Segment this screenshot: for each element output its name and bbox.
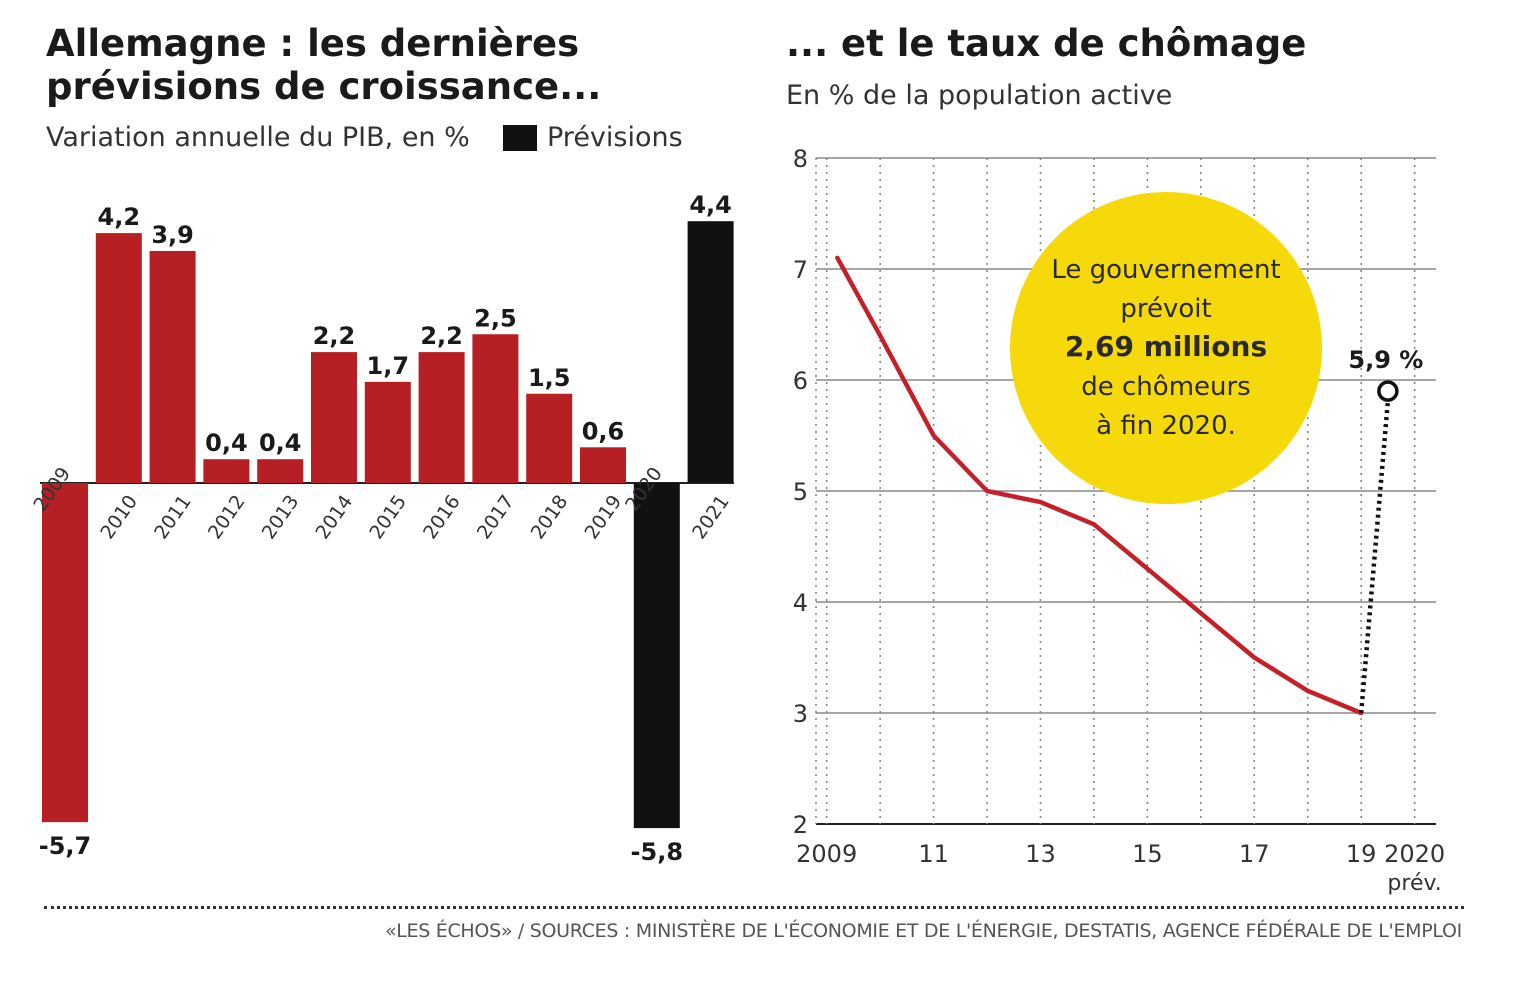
bar-tick-label-2016: 2016 xyxy=(419,491,465,543)
line-y-tick-label-8: 8 xyxy=(793,145,808,173)
right-chart-subtitle: En % de la population active xyxy=(786,80,1173,111)
bar-value-label-2015: 1,7 xyxy=(367,352,410,380)
bar-value-label-2014: 2,2 xyxy=(313,322,356,350)
line-x-tick-sublabel: prév. xyxy=(1387,871,1441,896)
bar-value-label-2010: 4,2 xyxy=(98,203,141,231)
annotation-line-2: prévoit xyxy=(1120,294,1211,324)
footer-divider xyxy=(44,906,1464,909)
bar-tick-label-2015: 2015 xyxy=(365,491,411,543)
bar-2012 xyxy=(203,459,250,483)
source-note: «LES ÉCHOS» / SOURCES : MINISTÈRE DE L'É… xyxy=(384,920,1462,942)
bar-tick-label-2014: 2014 xyxy=(311,491,357,543)
annotation-line-5: à fin 2020. xyxy=(1096,411,1236,441)
line-x-tick-label-2009: 2009 xyxy=(796,840,857,868)
bar-2018 xyxy=(526,393,573,483)
line-y-tick-label-4: 4 xyxy=(793,589,808,617)
bar-value-label-2011: 3,9 xyxy=(151,221,194,249)
bar-tick-label-2011: 2011 xyxy=(150,491,196,543)
bar-value-label-2012: 0,4 xyxy=(205,429,248,457)
bar-2021 xyxy=(687,221,734,483)
line-x-tick-label-2020: 2020 xyxy=(1384,840,1445,868)
left-chart-title: Allemagne : les dernières prévisions de … xyxy=(46,22,602,108)
forecast-segment xyxy=(1358,400,1391,714)
unemployment-line xyxy=(835,255,1364,716)
bar-2016 xyxy=(418,352,465,483)
bar-tick-label-2013: 2013 xyxy=(258,491,304,543)
legend: Prévisions xyxy=(503,122,683,153)
line-x-tick-label-11: 11 xyxy=(918,840,949,868)
bar-value-label-2021: 4,4 xyxy=(689,191,732,219)
line-y-tick-label-3: 3 xyxy=(793,700,808,728)
annotation-bubble xyxy=(1010,192,1322,504)
bar-2017 xyxy=(472,334,519,483)
bar-2011 xyxy=(149,250,196,483)
bar-2019 xyxy=(580,447,626,483)
line-x-tick-label-19: 19 xyxy=(1346,840,1377,868)
bar-2010 xyxy=(95,233,142,483)
legend-label-forecast: Prévisions xyxy=(547,122,683,153)
bar-tick-label-2017: 2017 xyxy=(473,491,519,543)
left-chart-subtitle: Variation annuelle du PIB, en % xyxy=(46,122,470,153)
annotation-line-1: Le gouvernement xyxy=(1051,255,1280,285)
line-x-tick-label-15: 15 xyxy=(1132,840,1163,868)
line-x-tick-label-17: 17 xyxy=(1239,840,1270,868)
bar-tick-label-2012: 2012 xyxy=(204,491,250,543)
bar-2009 xyxy=(42,483,88,823)
line-x-tick-label-13: 13 xyxy=(1025,840,1056,868)
bar-tick-label-2021: 2021 xyxy=(688,491,734,543)
bar-tick-label-2018: 2018 xyxy=(527,491,573,543)
bar-tick-label-2010: 2010 xyxy=(96,491,142,543)
bar-2020 xyxy=(633,483,680,829)
bar-2013 xyxy=(257,459,304,483)
forecast-point xyxy=(1377,380,1399,402)
bar-tick-label-2019: 2019 xyxy=(580,491,626,543)
bar-value-label-2018: 1,5 xyxy=(528,364,571,392)
annotation-line-4: de chômeurs xyxy=(1081,372,1250,402)
forecast-value-label: 5,9 % xyxy=(1348,346,1423,374)
bar-2015 xyxy=(364,381,411,483)
line-y-tick-label-5: 5 xyxy=(793,478,808,506)
bar-value-label-2009: -5,7 xyxy=(39,832,91,860)
bar-value-label-2016: 2,2 xyxy=(420,322,463,350)
legend-swatch-forecast xyxy=(503,124,537,151)
bar-value-label-2019: 0,6 xyxy=(582,417,625,445)
bar-2014 xyxy=(311,352,357,483)
bar-value-label-2017: 2,5 xyxy=(474,304,517,332)
line-y-tick-label-6: 6 xyxy=(793,367,808,395)
annotation-line-3: 2,69 millions xyxy=(1065,330,1267,363)
bar-value-label-2020: -5,8 xyxy=(631,838,683,866)
line-y-tick-label-2: 2 xyxy=(793,811,808,839)
right-chart-title: ... et le taux de chômage xyxy=(786,22,1307,65)
bar-value-label-2013: 0,4 xyxy=(259,429,302,457)
line-y-tick-label-7: 7 xyxy=(793,256,808,284)
